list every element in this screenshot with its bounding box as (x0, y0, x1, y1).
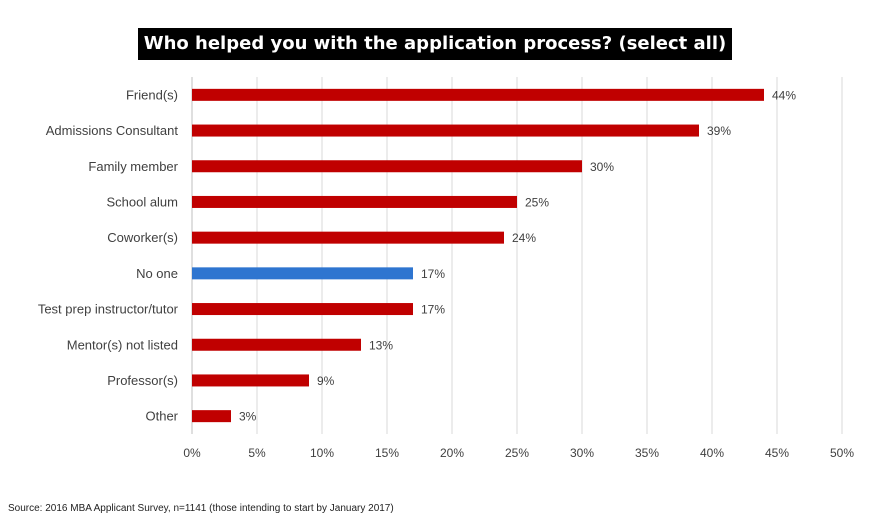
category-label: Admissions Consultant (46, 123, 179, 138)
x-tick-label: 20% (440, 446, 464, 460)
bar (192, 231, 504, 244)
data-label: 39% (707, 124, 731, 138)
bar (192, 88, 764, 101)
data-label: 25% (525, 195, 549, 209)
category-label: Mentor(s) not listed (67, 337, 178, 352)
bar (192, 410, 231, 423)
bar (192, 124, 699, 137)
x-tick-label: 15% (375, 446, 399, 460)
bar (192, 267, 413, 280)
data-label: 44% (772, 88, 796, 102)
data-label: 13% (369, 338, 393, 352)
bar (192, 303, 413, 316)
bar (192, 195, 517, 208)
x-tick-label: 40% (700, 446, 724, 460)
category-label: Family member (88, 159, 178, 174)
bar (192, 338, 361, 351)
category-label: Other (145, 409, 178, 424)
bar (192, 374, 309, 387)
data-label: 9% (317, 374, 335, 388)
category-label: Coworker(s) (107, 230, 178, 245)
category-label: Friend(s) (126, 87, 178, 102)
chart-title: Who helped you with the application proc… (137, 28, 733, 60)
chart-title-wrap: Who helped you with the application proc… (0, 28, 870, 60)
category-label: No one (136, 266, 178, 281)
category-label: Test prep instructor/tutor (38, 302, 179, 317)
source-note: Source: 2016 MBA Applicant Survey, n=114… (8, 503, 394, 514)
x-tick-label: 5% (248, 446, 266, 460)
x-tick-label: 0% (183, 446, 201, 460)
data-label: 24% (512, 231, 536, 245)
bar (192, 160, 582, 173)
data-label: 30% (590, 160, 614, 174)
data-label: 17% (421, 267, 445, 281)
x-tick-label: 25% (505, 446, 529, 460)
x-tick-label: 10% (310, 446, 334, 460)
x-tick-label: 50% (830, 446, 854, 460)
x-tick-label: 30% (570, 446, 594, 460)
data-label: 3% (239, 410, 257, 424)
bar-chart: 0% 5% 10% 15% 20% 25% 30% 35% 40% 45% 50% Friend(s)… (38, 77, 854, 460)
x-tick-label: 35% (635, 446, 659, 460)
data-label: 17% (421, 303, 445, 317)
category-label: School alum (106, 194, 178, 209)
x-tick-label: 45% (765, 446, 789, 460)
category-label: Professor(s) (107, 373, 178, 388)
